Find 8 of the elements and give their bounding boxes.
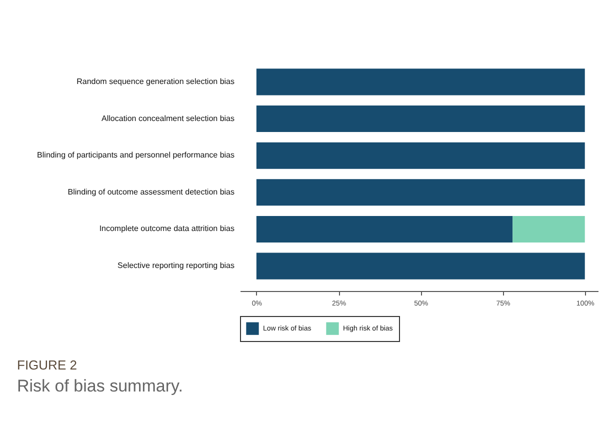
text: FIGURE 2: [17, 358, 77, 372]
y-tick-label: Blinding of outcome assessment detection bias: [68, 187, 234, 196]
y-tick-label: Allocation concealment selection bias: [102, 114, 234, 123]
y-tick-label: Selective reporting reporting bias: [118, 261, 234, 270]
y-tick-label: Random sequence generation selection bias: [76, 76, 234, 86]
y-tick-label: Blinding of participants and personnel performance bias: [37, 150, 234, 160]
text: Risk of bias summary.: [17, 376, 183, 396]
y-tick-label: Incomplete outcome data attrition bias: [99, 224, 234, 234]
